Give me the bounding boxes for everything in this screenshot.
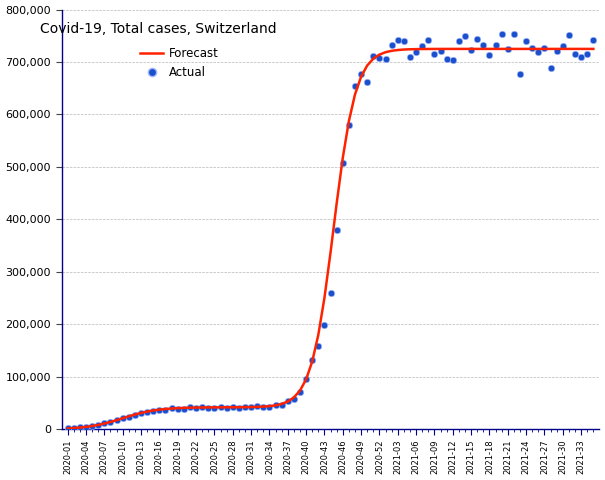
Actual — [338, 159, 348, 167]
Actual — [69, 424, 79, 432]
Actual — [63, 424, 73, 432]
Actual — [124, 413, 134, 420]
Actual — [325, 289, 335, 297]
Actual — [564, 31, 574, 39]
Actual — [215, 403, 225, 411]
Actual — [583, 50, 592, 58]
Actual — [399, 37, 409, 45]
Actual — [509, 30, 518, 38]
Actual — [411, 48, 421, 56]
Actual — [295, 388, 305, 396]
Actual — [405, 53, 415, 61]
Actual — [270, 401, 280, 408]
Actual — [75, 424, 85, 432]
Actual — [485, 51, 494, 59]
Actual — [154, 406, 164, 414]
Actual — [167, 405, 177, 412]
Actual — [552, 47, 561, 55]
Actual — [276, 401, 286, 408]
Actual — [179, 405, 189, 412]
Actual — [522, 37, 531, 45]
Actual — [191, 404, 201, 411]
Actual — [185, 403, 195, 411]
Forecast — [149, 408, 157, 413]
Actual — [100, 420, 110, 427]
Actual — [313, 342, 323, 350]
Actual — [118, 414, 128, 422]
Actual — [454, 37, 463, 45]
Actual — [368, 52, 378, 60]
Actual — [203, 404, 213, 412]
Actual — [350, 82, 360, 89]
Actual — [209, 404, 219, 411]
Forecast — [217, 405, 224, 410]
Actual — [283, 397, 293, 405]
Actual — [130, 411, 140, 419]
Actual — [558, 42, 567, 49]
Forecast — [284, 399, 292, 405]
Actual — [417, 42, 427, 50]
Line: Forecast: Forecast — [68, 49, 594, 428]
Actual — [436, 47, 445, 55]
Actual — [497, 30, 506, 38]
Actual — [515, 70, 525, 78]
Actual — [142, 408, 152, 416]
Actual — [442, 56, 451, 63]
Actual — [466, 46, 476, 53]
Actual — [460, 32, 470, 40]
Actual — [161, 406, 171, 413]
Forecast — [590, 46, 597, 52]
Actual — [136, 409, 146, 417]
Actual — [319, 321, 329, 328]
Forecast — [180, 405, 188, 411]
Actual — [577, 53, 586, 60]
Actual — [546, 64, 555, 72]
Actual — [540, 44, 549, 52]
Actual — [240, 404, 250, 411]
Forecast — [327, 250, 334, 255]
Actual — [197, 404, 207, 411]
Actual — [570, 50, 580, 58]
Actual — [374, 54, 384, 62]
Actual — [473, 36, 482, 43]
Actual — [173, 405, 183, 412]
Actual — [301, 375, 311, 383]
Actual — [381, 55, 390, 62]
Text: Covid-19, Total cases, Switzerland: Covid-19, Total cases, Switzerland — [40, 22, 276, 36]
Actual — [234, 404, 244, 411]
Actual — [148, 408, 158, 415]
Actual — [356, 70, 366, 78]
Actual — [332, 226, 341, 234]
Actual — [589, 36, 598, 44]
Actual — [289, 395, 299, 403]
Actual — [264, 403, 274, 410]
Actual — [106, 418, 116, 426]
Actual — [491, 42, 500, 49]
Actual — [93, 421, 103, 429]
Actual — [252, 402, 262, 410]
Forecast — [64, 425, 71, 431]
Actual — [258, 403, 268, 410]
Actual — [528, 44, 537, 52]
Actual — [246, 404, 256, 411]
Actual — [448, 57, 457, 64]
Actual — [534, 48, 543, 56]
Actual — [81, 423, 91, 431]
Forecast — [492, 46, 499, 52]
Actual — [430, 49, 439, 57]
Actual — [222, 404, 232, 412]
Actual — [424, 36, 433, 44]
Actual — [112, 417, 122, 424]
Actual — [362, 78, 372, 85]
Actual — [344, 121, 354, 129]
Actual — [387, 41, 396, 49]
Actual — [87, 422, 97, 430]
Actual — [307, 357, 317, 364]
Actual — [393, 36, 402, 44]
Legend: Forecast, Actual: Forecast, Actual — [137, 45, 221, 82]
Actual — [503, 46, 512, 53]
Actual — [479, 42, 488, 49]
Actual — [228, 403, 238, 411]
